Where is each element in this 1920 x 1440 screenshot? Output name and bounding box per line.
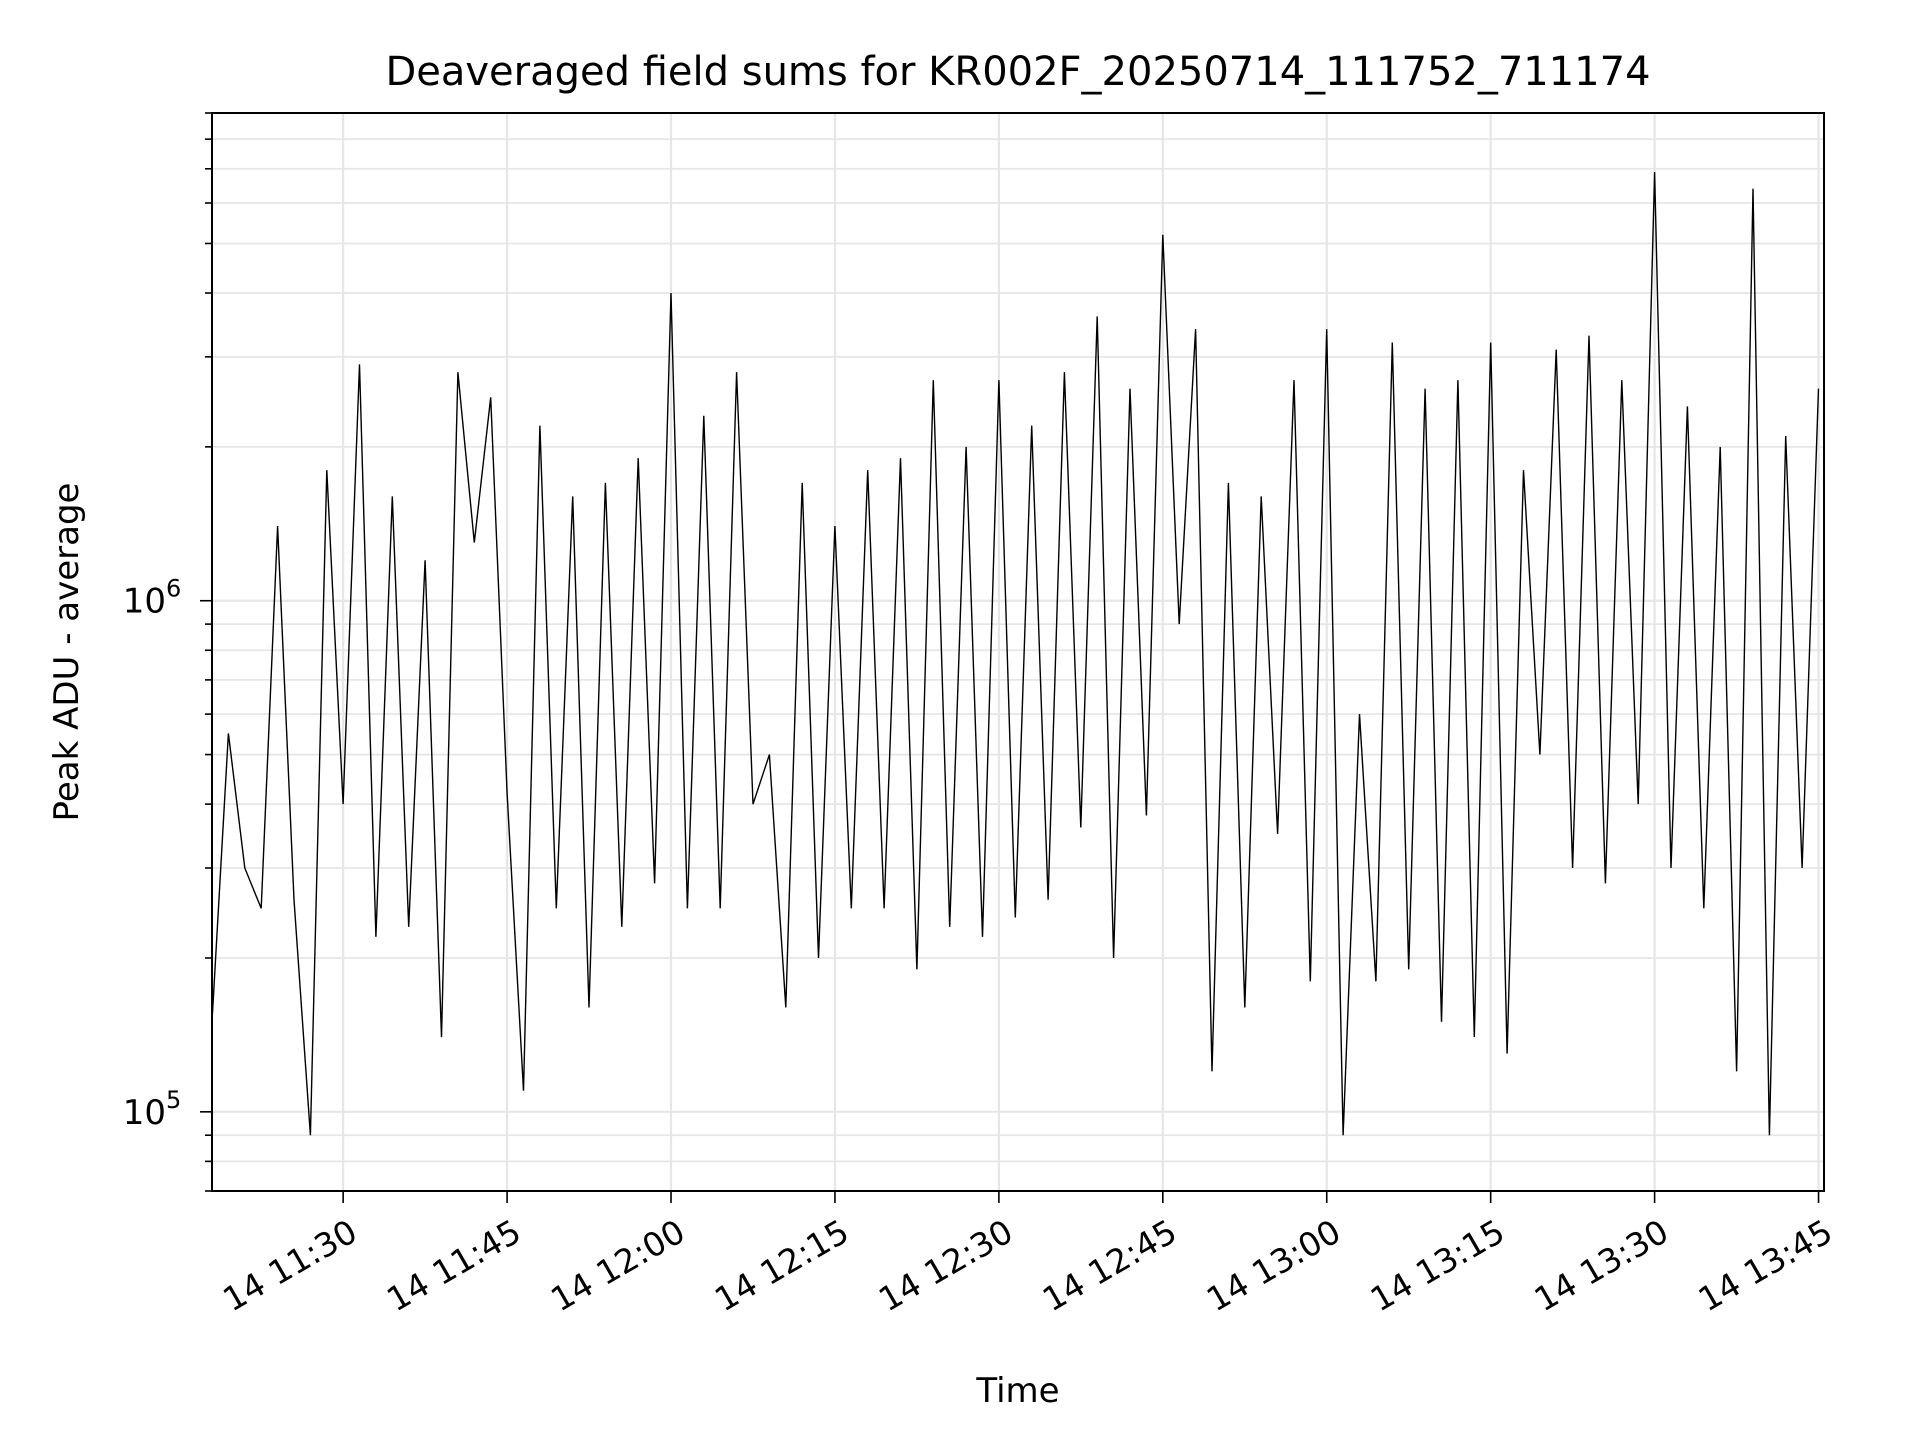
grid <box>212 112 1824 1192</box>
chart-title: Deaveraged field sums for KR002F_2025071… <box>385 49 1650 95</box>
plot-frame <box>211 112 1825 1192</box>
y-tick-label-exponent: 6 <box>166 575 181 603</box>
y-axis-label: Peak ADU - average <box>47 483 87 822</box>
data-line-group <box>211 171 1820 1136</box>
y-tick-label-base: 10 <box>123 1093 166 1133</box>
x-axis-label: Time <box>975 1371 1059 1411</box>
y-tick-label: 105 <box>123 1086 182 1133</box>
data-series-line <box>211 171 1820 1136</box>
y-tick-label-exponent: 5 <box>166 1086 181 1114</box>
y-tick-label: 106 <box>123 575 182 622</box>
y-tick-label-base: 10 <box>123 582 166 622</box>
